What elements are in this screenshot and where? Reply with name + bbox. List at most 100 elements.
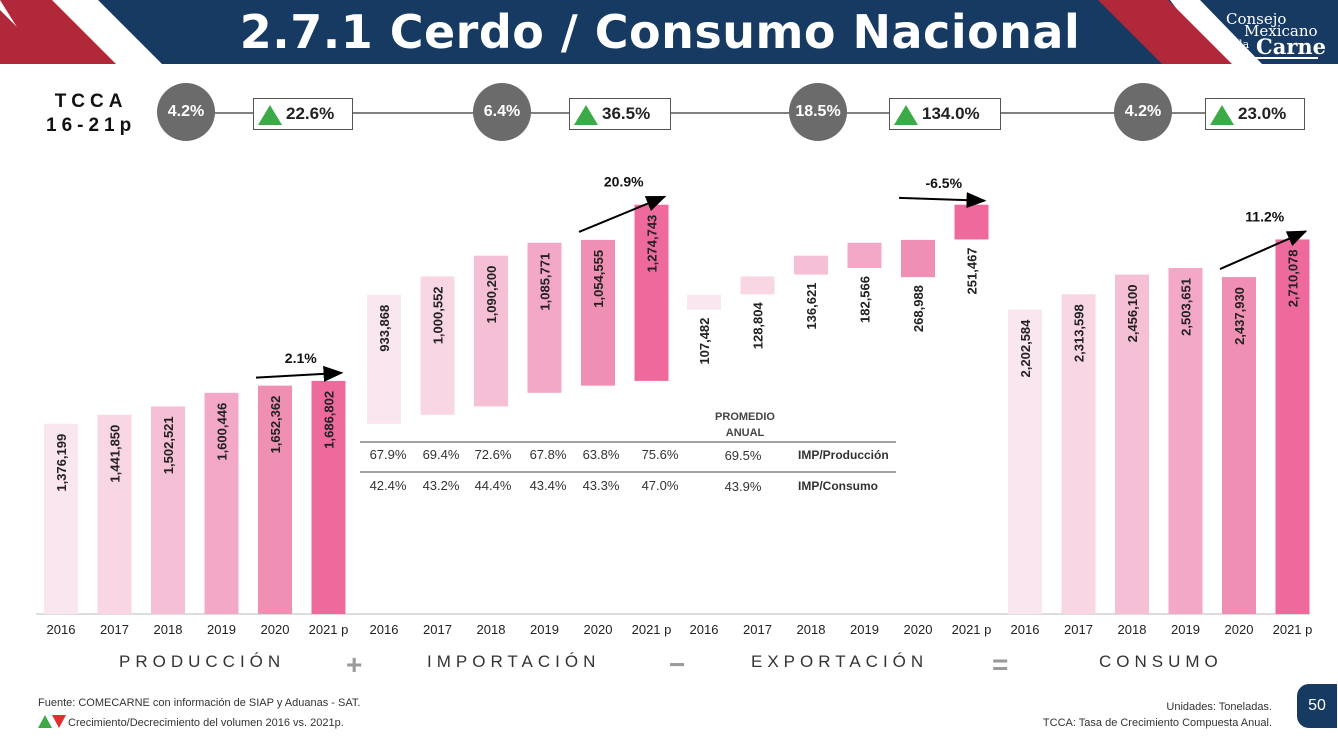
logo-line-1: Consejo bbox=[1226, 10, 1287, 28]
tcca-connector bbox=[670, 112, 820, 114]
up-arrow-icon bbox=[894, 105, 918, 125]
tcca-rate-circle: 6.4% bbox=[473, 83, 531, 141]
year-tick-label: 2017 bbox=[1064, 622, 1093, 637]
bar-value-label: 182,566 bbox=[858, 276, 873, 323]
category-label: CONSUMO bbox=[1099, 652, 1223, 671]
growth-label: 20.9% bbox=[604, 174, 644, 190]
bar-value-label: 933,868 bbox=[377, 305, 392, 352]
bar-value-label: 1,376,199 bbox=[54, 434, 69, 492]
bar-0-0 bbox=[44, 423, 78, 614]
year-tick-label: 2018 bbox=[154, 622, 183, 637]
bar-value-label: 2,202,584 bbox=[1018, 319, 1033, 378]
tcca-definition: TCCA: Tasa de Crecimiento Compuesta Anua… bbox=[1042, 717, 1272, 729]
table-row-label: IMP/Consumo bbox=[798, 479, 878, 493]
tcca-connector bbox=[350, 112, 500, 114]
table-cell: 72.6% bbox=[475, 447, 512, 462]
table-cell: 63.8% bbox=[583, 447, 620, 462]
bar-value-label: 268,988 bbox=[911, 285, 926, 332]
bar-3-5 bbox=[1275, 239, 1310, 614]
bar-value-label: 1,085,771 bbox=[538, 253, 553, 311]
category-label: EXPORTACIÓN bbox=[751, 652, 929, 671]
tcca-rate-circle: 4.2% bbox=[157, 83, 215, 141]
year-tick-label: 2019 bbox=[1171, 622, 1200, 637]
bar-value-label: 2,503,651 bbox=[1179, 278, 1194, 336]
page-number: 50 bbox=[1297, 684, 1337, 728]
year-tick-label: 2016 bbox=[1011, 622, 1040, 637]
tcca-rate-circle: 4.2% bbox=[1114, 83, 1172, 141]
bar-1-4 bbox=[581, 239, 615, 386]
table-cell: 67.9% bbox=[370, 447, 407, 462]
bar-2-1 bbox=[740, 276, 775, 295]
tcca-connector bbox=[845, 112, 913, 114]
year-tick-label: 2016 bbox=[47, 622, 76, 637]
bar-1-3 bbox=[527, 242, 562, 393]
growth-box: 36.5% bbox=[569, 98, 671, 130]
category-label: PRODUCCIÓN bbox=[119, 652, 286, 671]
table-cell: 42.4% bbox=[370, 478, 407, 493]
year-tick-label: 2017 bbox=[423, 622, 452, 637]
bar-value-label: 1,686,802 bbox=[322, 391, 337, 449]
up-arrow-icon bbox=[258, 105, 282, 125]
logo-underline bbox=[1254, 57, 1318, 59]
growth-label: 11.2% bbox=[1245, 208, 1284, 224]
bar-value-label: 128,804 bbox=[751, 301, 766, 349]
bar-0-5 bbox=[311, 380, 346, 614]
year-tick-label: 2016 bbox=[690, 622, 719, 637]
year-tick-label: 2021 p bbox=[309, 622, 349, 637]
bar-0-1 bbox=[97, 414, 132, 614]
growth-down-icon bbox=[52, 715, 66, 728]
growth-value: 134.0% bbox=[922, 104, 980, 123]
bar-value-label: 1,000,552 bbox=[431, 286, 446, 344]
bar-1-5 bbox=[634, 204, 669, 381]
legend-text: Crecimiento/Decrecimiento del volumen 20… bbox=[68, 717, 344, 729]
year-tick-label: 2020 bbox=[904, 622, 933, 637]
logo-line-3: de la bbox=[1222, 38, 1250, 51]
year-tick-label: 2016 bbox=[370, 622, 399, 637]
bar-3-4 bbox=[1222, 277, 1256, 614]
comecarne-logo: Consejo Mexicano de la Carne bbox=[1222, 10, 1326, 59]
year-tick-label: 2019 bbox=[207, 622, 236, 637]
bar-3-1 bbox=[1061, 294, 1096, 614]
bar-1-1 bbox=[420, 276, 455, 415]
table-cell: 43.2% bbox=[423, 478, 460, 493]
bar-value-label: 2,313,598 bbox=[1072, 304, 1087, 362]
year-tick-label: 2019 bbox=[850, 622, 879, 637]
equals-operator: = bbox=[992, 649, 1009, 680]
growth-box: 134.0% bbox=[889, 98, 1001, 130]
year-tick-label: 2018 bbox=[1118, 622, 1147, 637]
bar-1-0 bbox=[367, 294, 401, 424]
tcca-label: TCCA 16-21p bbox=[46, 91, 137, 136]
logo-line-4: Carne bbox=[1256, 34, 1327, 59]
bar-value-label: 107,482 bbox=[697, 318, 712, 365]
minus-operator: − bbox=[669, 649, 686, 680]
year-tick-label: 2017 bbox=[100, 622, 129, 637]
units-note: Unidades: Toneladas. bbox=[1166, 701, 1272, 713]
bar-0-4 bbox=[258, 385, 292, 614]
tcca-connector bbox=[205, 112, 273, 114]
plus-operator: + bbox=[346, 649, 363, 680]
tcca-rate-circle: 18.5% bbox=[789, 83, 847, 141]
bar-value-label: 2,456,100 bbox=[1125, 285, 1140, 343]
logo-line-2: Mexicano bbox=[1244, 22, 1318, 40]
year-tick-label: 2018 bbox=[797, 622, 826, 637]
up-arrow-icon bbox=[1210, 105, 1234, 125]
bar-0-3 bbox=[204, 392, 239, 614]
year-tick-label: 2020 bbox=[261, 622, 290, 637]
table-cell: 43.3% bbox=[583, 478, 620, 493]
growth-arrow bbox=[578, 195, 667, 233]
bar-value-label: 136,621 bbox=[804, 283, 819, 330]
year-tick-label: 2021 p bbox=[632, 622, 672, 637]
year-tick-label: 2018 bbox=[477, 622, 506, 637]
bar-value-label: 1,274,743 bbox=[645, 215, 660, 273]
bar-0-2 bbox=[151, 406, 185, 614]
year-tick-label: 2020 bbox=[1225, 622, 1254, 637]
growth-arrow bbox=[1219, 230, 1308, 270]
source-note: Fuente: COMECARNE con información de SIA… bbox=[38, 697, 361, 709]
tcca-connector bbox=[1170, 112, 1230, 114]
header-band bbox=[0, 0, 1338, 64]
tcca-connector bbox=[1000, 112, 1145, 114]
bar-2-5 bbox=[954, 204, 989, 240]
bar-2-4 bbox=[901, 239, 935, 278]
bar-value-label: 1,054,555 bbox=[591, 250, 606, 308]
